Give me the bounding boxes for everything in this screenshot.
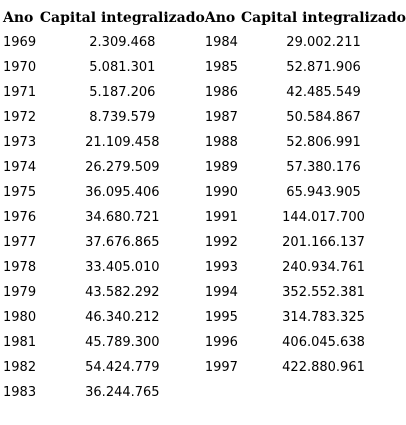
table-row: 1972 8.739.579 1987 50.584.867: [3, 105, 406, 130]
capital-cell: 52.806.991: [286, 135, 361, 150]
year-cell: 1988: [204, 135, 238, 150]
year-cell: 1981: [3, 335, 37, 350]
year-cell: 1991: [204, 210, 238, 225]
capital-cell: 42.485.549: [286, 85, 361, 100]
capital-cell: 43.582.292: [85, 285, 160, 300]
capital-cell: 65.943.905: [286, 185, 361, 200]
table-header: Ano Capital integralizado Ano Capital in…: [3, 5, 406, 30]
table-row: 1978 33.405.010 1993 240.934.761: [3, 255, 406, 280]
year-cell: 1978: [3, 260, 37, 275]
year-cell: 1996: [204, 335, 238, 350]
year-cell: 1973: [3, 135, 37, 150]
capital-cell: 5.081.301: [89, 60, 156, 75]
year-cell: 1976: [3, 210, 37, 225]
table-row: 1973 21.109.458 1988 52.806.991: [3, 130, 406, 155]
capital-cell: 36.244.765: [85, 385, 160, 400]
year-cell: 1987: [204, 110, 238, 125]
year-header-right: Ano: [204, 9, 236, 26]
year-cell: 1980: [3, 310, 37, 325]
capital-cell: 5.187.206: [89, 85, 156, 100]
year-cell: 1992: [204, 235, 238, 250]
capital-table: Ano Capital integralizado Ano Capital in…: [3, 5, 406, 405]
table-row: 1981 45.789.300 1996 406.045.638: [3, 330, 406, 355]
year-cell: 1982: [3, 360, 37, 375]
capital-cell: 144.017.700: [282, 210, 365, 225]
table-row: 1975 36.095.406 1990 65.943.905: [3, 180, 406, 205]
capital-cell: 314.783.325: [282, 310, 365, 325]
year-cell: 1994: [204, 285, 238, 300]
table-row: 1969 2.309.468 1984 29.002.211: [3, 30, 406, 55]
year-cell: [205, 380, 241, 405]
year-cell: 1977: [3, 235, 37, 250]
capital-cell: 46.340.212: [85, 310, 160, 325]
capital-cell: 33.405.010: [85, 260, 160, 275]
year-cell: 1989: [204, 160, 238, 175]
year-cell: 1972: [3, 110, 37, 125]
capital-cell: 45.789.300: [85, 335, 160, 350]
capital-header-left: Capital integralizado: [39, 9, 205, 26]
year-cell: 1993: [204, 260, 238, 275]
capital-cell: [241, 380, 406, 405]
year-cell: 1969: [3, 35, 37, 50]
table-row: 1979 43.582.292 1994 352.552.381: [3, 280, 406, 305]
year-cell: 1984: [204, 35, 238, 50]
year-cell: 1974: [3, 160, 37, 175]
year-cell: 1985: [204, 60, 238, 75]
capital-cell: 406.045.638: [282, 335, 365, 350]
capital-cell: 29.002.211: [286, 35, 361, 50]
year-header-left: Ano: [3, 9, 34, 26]
capital-cell: 201.166.137: [282, 235, 365, 250]
capital-cell: 50.584.867: [286, 110, 361, 125]
capital-cell: 2.309.468: [89, 35, 156, 50]
capital-cell: 37.676.865: [85, 235, 160, 250]
capital-cell: 352.552.381: [282, 285, 365, 300]
year-cell: 1986: [204, 85, 238, 100]
capital-cell: 21.109.458: [85, 135, 160, 150]
capital-cell: 8.739.579: [89, 110, 156, 125]
header-row: Ano Capital integralizado Ano Capital in…: [3, 5, 406, 30]
table-body: 1969 2.309.468 1984 29.002.211 1970 5.081.30…: [3, 30, 406, 405]
table-row: 1970 5.081.301 1985 52.871.906: [3, 55, 406, 80]
table-row: 1982 54.424.779 1997 422.880.961: [3, 355, 406, 380]
capital-header-right: Capital integralizado: [241, 9, 406, 26]
capital-cell: 26.279.509: [85, 160, 160, 175]
table-row: 1971 5.187.206 1986 42.485.549: [3, 80, 406, 105]
capital-cell: 36.095.406: [85, 185, 160, 200]
year-cell: 1971: [3, 85, 37, 100]
table-row: 1983 36.244.765: [3, 380, 406, 405]
year-cell: 1983: [3, 385, 37, 400]
capital-cell: 34.680.721: [85, 210, 160, 225]
capital-cell: 52.871.906: [286, 60, 361, 75]
year-cell: 1995: [204, 310, 238, 325]
year-cell: 1975: [3, 185, 37, 200]
table-row: 1974 26.279.509 1989 57.380.176: [3, 155, 406, 180]
capital-cell: 240.934.761: [282, 260, 365, 275]
year-cell: 1979: [3, 285, 37, 300]
year-cell: 1990: [204, 185, 238, 200]
year-cell: 1997: [204, 360, 238, 375]
table-row: 1977 37.676.865 1992 201.166.137: [3, 230, 406, 255]
year-cell: 1970: [3, 60, 37, 75]
table-row: 1980 46.340.212 1995 314.783.325: [3, 305, 406, 330]
capital-cell: 54.424.779: [85, 360, 160, 375]
table-row: 1976 34.680.721 1991 144.017.700: [3, 205, 406, 230]
capital-cell: 422.880.961: [282, 360, 365, 375]
capital-cell: 57.380.176: [286, 160, 361, 175]
